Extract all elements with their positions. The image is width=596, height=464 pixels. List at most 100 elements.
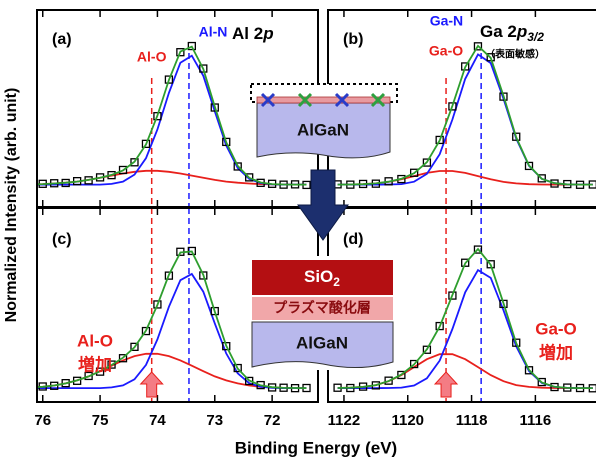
oxide-layer <box>252 297 393 320</box>
data-point <box>153 300 162 309</box>
data-point <box>537 174 546 183</box>
data-point <box>512 132 521 141</box>
data-point <box>409 168 419 177</box>
data-point <box>107 360 116 369</box>
data-point <box>118 165 128 175</box>
algan-block <box>251 321 394 369</box>
defect-mark <box>260 92 276 108</box>
peak-label: Ga-N <box>430 13 463 29</box>
defect-mark <box>370 92 386 108</box>
data-point <box>233 363 242 373</box>
data-point <box>222 137 231 147</box>
layer-label-sub: 2 <box>333 275 340 289</box>
data-point <box>141 139 151 148</box>
defect-mark <box>334 92 350 108</box>
data-point <box>176 48 185 57</box>
panel-label: (a) <box>52 31 72 48</box>
data-point <box>28 384 35 391</box>
data-point <box>397 370 406 380</box>
data-point <box>28 181 35 188</box>
defect-mark <box>297 92 313 108</box>
fit-curve <box>37 272 307 389</box>
peak-label: Ga-O <box>429 43 463 59</box>
data-point <box>461 258 470 267</box>
data-point <box>384 376 393 385</box>
surface-layer <box>256 96 391 104</box>
algan-block <box>256 102 391 159</box>
data-point <box>187 41 196 51</box>
data-point <box>435 321 444 331</box>
data-point <box>245 173 254 182</box>
x-tick-label: 1116 <box>520 412 552 429</box>
data-point <box>473 245 483 254</box>
fit-curve <box>337 44 593 186</box>
data-point <box>164 271 174 280</box>
increase-arrow <box>433 371 459 398</box>
x-tick-label: 72 <box>264 412 281 429</box>
data-point <box>118 354 128 363</box>
fit-curve <box>37 45 307 186</box>
fit-curve <box>37 250 307 389</box>
peak-label: Al-N <box>199 24 228 40</box>
title-main: Al 2 <box>232 24 263 43</box>
layer-label: SiO2 <box>304 267 340 289</box>
data-point <box>199 271 208 280</box>
data-point <box>422 345 432 354</box>
x-axis-label: Binding Energy (eV) <box>235 438 397 457</box>
panel-title: Al 2p <box>232 24 274 43</box>
data-point <box>222 342 231 351</box>
title-note: （表面敏感） <box>485 48 545 61</box>
layer-label: AlGaN <box>297 120 349 139</box>
process-arrow <box>297 169 349 241</box>
x-tick-label: 74 <box>149 412 166 429</box>
x-tick-label: 73 <box>206 412 223 429</box>
y-axis-label: Normalized Intensity (arb. unit) <box>3 88 20 323</box>
layer-label: プラズマ酸化層 <box>273 300 371 316</box>
data-point <box>448 291 457 300</box>
data-point <box>210 306 219 316</box>
plot-area <box>28 41 311 207</box>
data-point <box>422 158 432 167</box>
data-point <box>486 53 495 62</box>
data-point <box>130 158 139 167</box>
annotation: 増加 <box>539 342 573 362</box>
data-point <box>524 161 534 171</box>
data-point <box>524 366 534 375</box>
data-point <box>486 260 495 269</box>
x-tick-label: 75 <box>92 412 109 429</box>
x-tick-label: 1120 <box>391 412 424 429</box>
data-point <box>141 326 151 336</box>
panel-label: (c) <box>52 231 72 248</box>
data-point <box>537 377 546 387</box>
x-tick-label: 1118 <box>456 412 488 429</box>
annotation: Al-O <box>77 331 113 350</box>
title-orbital: p <box>262 24 273 43</box>
data-point <box>435 135 444 145</box>
x-tick-label: 1122 <box>328 412 361 429</box>
panel-label: (d) <box>343 231 363 248</box>
data-point <box>233 162 242 171</box>
data-point <box>16 384 23 391</box>
peak-label: Al-O <box>137 49 167 65</box>
data-point <box>409 359 419 369</box>
annotation: 増加 <box>78 354 112 374</box>
data-point <box>245 376 254 386</box>
fit-curve <box>337 247 593 389</box>
panel-title: Ga 2p3/2 <box>480 22 544 44</box>
data-point <box>473 42 483 51</box>
data-point <box>512 338 521 347</box>
annotation: Ga-O <box>535 319 577 338</box>
layer-label: AlGaN <box>296 333 348 352</box>
data-point <box>84 371 93 381</box>
title-orbital: p <box>516 22 527 41</box>
title-main: Ga 2 <box>480 22 517 41</box>
plot-area <box>333 42 596 207</box>
data-point <box>164 75 174 84</box>
increase-arrow <box>139 371 164 398</box>
title-subscript: 3/2 <box>527 30 544 44</box>
data-point <box>95 367 105 376</box>
data-point <box>130 342 139 351</box>
sio2-layer <box>252 260 393 295</box>
schematic: AlGaN SiO2 プラズマ酸化層 AlGaN <box>248 83 398 370</box>
